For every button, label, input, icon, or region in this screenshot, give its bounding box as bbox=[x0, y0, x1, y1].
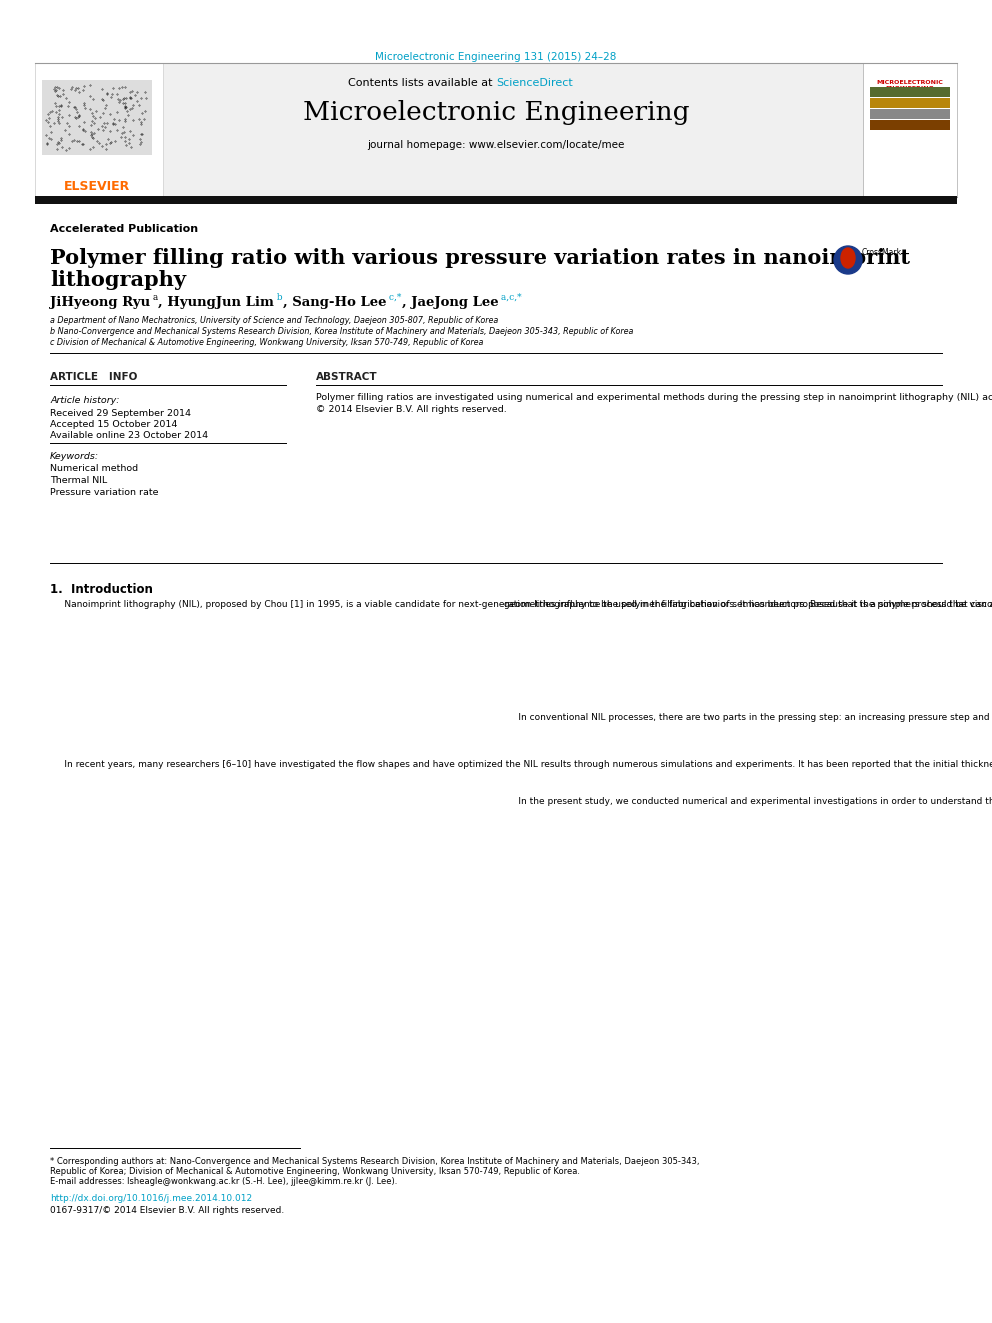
Text: Nanoimprint lithography (NIL), proposed by Chou [1] in 1995, is a viable candida: Nanoimprint lithography (NIL), proposed … bbox=[50, 601, 992, 609]
Text: Microelectronic Engineering: Microelectronic Engineering bbox=[303, 101, 689, 124]
Text: journal homepage: www.elsevier.com/locate/mee: journal homepage: www.elsevier.com/locat… bbox=[367, 140, 625, 149]
Text: Accelerated Publication: Accelerated Publication bbox=[50, 224, 198, 234]
Bar bbox=[870, 87, 950, 97]
Text: 1.  Introduction: 1. Introduction bbox=[50, 583, 153, 595]
Bar bbox=[35, 196, 957, 204]
Text: ARTICLE   INFO: ARTICLE INFO bbox=[50, 372, 137, 382]
Text: Pressure variation rate: Pressure variation rate bbox=[50, 488, 159, 497]
Text: Polymer filling ratio with various pressure variation rates in nanoimprint: Polymer filling ratio with various press… bbox=[50, 247, 910, 269]
Text: Article history:: Article history: bbox=[50, 396, 119, 405]
Bar bbox=[35, 64, 163, 197]
Bar bbox=[35, 64, 957, 197]
Text: lithography: lithography bbox=[50, 270, 186, 290]
Text: a: a bbox=[150, 292, 159, 302]
Text: Polymer filling ratios are investigated using numerical and experimental methods: Polymer filling ratios are investigated … bbox=[316, 393, 992, 414]
Text: Thermal NIL: Thermal NIL bbox=[50, 476, 107, 486]
Text: Microelectronic Engineering 131 (2015) 24–28: Microelectronic Engineering 131 (2015) 2… bbox=[375, 52, 617, 62]
Text: Accepted 15 October 2014: Accepted 15 October 2014 bbox=[50, 419, 178, 429]
Text: MICROELECTRONIC
ENGINEERING: MICROELECTRONIC ENGINEERING bbox=[877, 79, 943, 91]
Text: In recent years, many researchers [6–10] have investigated the flow shapes and h: In recent years, many researchers [6–10]… bbox=[50, 759, 992, 769]
Bar bbox=[870, 120, 950, 130]
Text: c Division of Mechanical & Automotive Engineering, Wonkwang University, Iksan 57: c Division of Mechanical & Automotive En… bbox=[50, 337, 483, 347]
Text: ABSTRACT: ABSTRACT bbox=[316, 372, 378, 382]
Text: ScienceDirect: ScienceDirect bbox=[496, 78, 572, 89]
Text: a,c,*: a,c,* bbox=[498, 292, 522, 302]
Text: ELSEVIER: ELSEVIER bbox=[63, 180, 130, 193]
Text: * Corresponding authors at: Nano-Convergence and Mechanical Systems Research Div: * Corresponding authors at: Nano-Converg… bbox=[50, 1158, 699, 1166]
Text: Contents lists available at: Contents lists available at bbox=[348, 78, 496, 89]
Text: In the present study, we conducted numerical and experimental investigations in : In the present study, we conducted numer… bbox=[504, 796, 992, 806]
Text: b: b bbox=[274, 292, 283, 302]
Text: Republic of Korea; Division of Mechanical & Automotive Engineering, Wonkwang Uni: Republic of Korea; Division of Mechanica… bbox=[50, 1167, 580, 1176]
Text: http://dx.doi.org/10.1016/j.mee.2014.10.012: http://dx.doi.org/10.1016/j.mee.2014.10.… bbox=[50, 1193, 252, 1203]
Text: b Nano-Convergence and Mechanical Systems Research Division, Korea Institute of : b Nano-Convergence and Mechanical System… bbox=[50, 327, 633, 336]
Text: 0167-9317/© 2014 Elsevier B.V. All rights reserved.: 0167-9317/© 2014 Elsevier B.V. All right… bbox=[50, 1207, 285, 1215]
Text: , HyungJun Lim: , HyungJun Lim bbox=[159, 296, 274, 310]
Bar bbox=[870, 98, 950, 108]
Ellipse shape bbox=[841, 247, 855, 269]
Text: , JaeJong Lee: , JaeJong Lee bbox=[402, 296, 498, 310]
Text: CrossMark: CrossMark bbox=[862, 247, 902, 257]
Text: a Department of Nano Mechatronics, University of Science and Technology, Daejeon: a Department of Nano Mechatronics, Unive… bbox=[50, 316, 498, 325]
Bar bbox=[42, 79, 152, 155]
Bar bbox=[863, 64, 957, 197]
Text: Keywords:: Keywords: bbox=[50, 452, 99, 460]
Text: Available online 23 October 2014: Available online 23 October 2014 bbox=[50, 431, 208, 441]
Text: c,*: c,* bbox=[386, 292, 402, 302]
Bar bbox=[870, 108, 950, 119]
Text: , Sang-Ho Lee: , Sang-Ho Lee bbox=[283, 296, 386, 310]
Circle shape bbox=[834, 246, 862, 274]
Text: Received 29 September 2014: Received 29 September 2014 bbox=[50, 409, 191, 418]
Text: Numerical method: Numerical method bbox=[50, 464, 138, 474]
Text: E-mail addresses: lsheagle@wonkwang.ac.kr (S.-H. Lee), jjlee@kimm.re.kr (J. Lee): E-mail addresses: lsheagle@wonkwang.ac.k… bbox=[50, 1177, 398, 1185]
Text: geometries influence the polymer filling behaviors. It has been proposed that th: geometries influence the polymer filling… bbox=[504, 601, 992, 609]
Text: In conventional NIL processes, there are two parts in the pressing step: an incr: In conventional NIL processes, there are… bbox=[504, 713, 992, 721]
Text: JiHyeong Ryu: JiHyeong Ryu bbox=[50, 296, 150, 310]
